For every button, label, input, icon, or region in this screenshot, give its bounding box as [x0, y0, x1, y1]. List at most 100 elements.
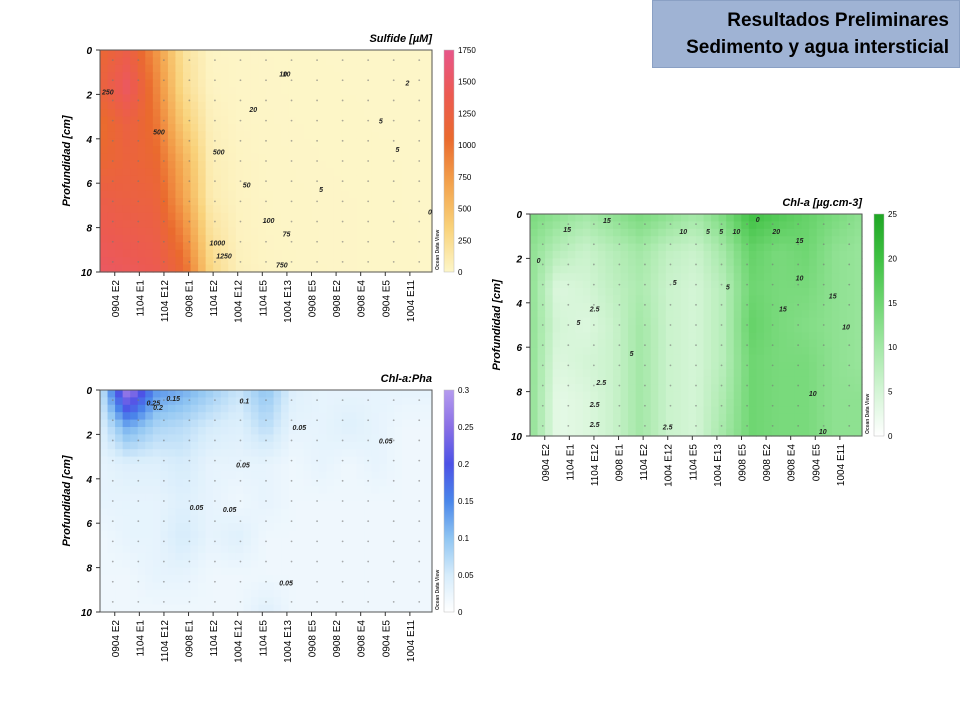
heatmap-cell — [288, 242, 297, 251]
heatmap-cell — [401, 57, 410, 66]
heatmap-cell — [258, 545, 267, 554]
heatmap-cell — [703, 310, 712, 319]
heatmap-cell — [318, 471, 327, 480]
heatmap-cell — [243, 582, 252, 591]
heatmap-cell — [228, 515, 237, 524]
heatmap-cell — [243, 515, 252, 524]
heatmap-cell — [673, 339, 682, 348]
heatmap-cell — [100, 486, 109, 495]
heatmap-cell — [326, 168, 335, 177]
heatmap-cell — [107, 212, 116, 221]
heatmap-cell — [371, 567, 380, 576]
heatmap-cell — [416, 515, 426, 524]
sample-point — [541, 243, 544, 246]
sample-point — [316, 59, 318, 61]
heatmap-cell — [356, 464, 365, 472]
heatmap-cell — [703, 236, 712, 245]
heatmap-cell — [371, 101, 380, 110]
heatmap-cell — [296, 205, 305, 214]
sample-point — [341, 540, 344, 543]
heatmap-cell — [122, 427, 131, 435]
heatmap-cell — [183, 205, 192, 214]
heatmap-cell — [809, 310, 818, 319]
heatmap-cell — [213, 538, 222, 546]
heatmap-cell — [688, 288, 697, 296]
heatmap-cell — [130, 486, 139, 495]
heatmap-cell — [356, 478, 365, 487]
heatmap-cell — [605, 406, 614, 415]
heatmap-cell — [183, 464, 192, 472]
heatmap-cell — [250, 567, 260, 576]
heatmap-cell — [530, 302, 539, 311]
heatmap-cell — [839, 228, 848, 237]
heatmap-cell — [281, 589, 290, 598]
heatmap-cell — [846, 339, 856, 348]
heatmap-cell — [326, 449, 335, 458]
heatmap-cell — [416, 412, 426, 421]
heatmap-cell — [809, 354, 818, 363]
heatmap-cell — [115, 397, 124, 406]
heatmap-cell — [288, 94, 297, 103]
heatmap-cell — [643, 214, 652, 222]
heatmap-cell — [137, 538, 146, 546]
heatmap-cell — [190, 530, 199, 539]
heatmap-cell — [258, 50, 267, 58]
heatmap-cell — [333, 220, 343, 229]
heatmap-cell — [364, 131, 373, 140]
heatmap-cell — [696, 302, 705, 311]
heatmap-cell — [575, 391, 584, 400]
heatmap-cell — [673, 413, 682, 422]
heatmap-cell — [318, 501, 327, 509]
heatmap-cell — [349, 227, 358, 236]
heatmap-cell — [809, 347, 818, 356]
heatmap-cell — [107, 390, 116, 398]
heatmap-cell — [650, 421, 659, 430]
heatmap-cell — [281, 441, 290, 450]
heatmap-cell — [205, 64, 214, 73]
contour-label: 5 — [706, 229, 710, 236]
heatmap-cell — [582, 347, 591, 356]
heatmap-cell — [137, 146, 146, 155]
heatmap-cell — [160, 478, 169, 487]
heatmap-cell — [122, 227, 131, 236]
heatmap-cell — [786, 384, 795, 393]
heatmap-cell — [341, 131, 350, 140]
sample-point — [720, 263, 723, 266]
heatmap-cell — [816, 317, 825, 326]
heatmap-cell — [545, 332, 554, 341]
heatmap-cell — [816, 251, 825, 259]
heatmap-cell — [613, 332, 622, 341]
heatmap-cell — [250, 257, 260, 266]
heatmap-cell — [613, 354, 622, 363]
heatmap-cell — [333, 538, 343, 546]
heatmap-cell — [824, 413, 833, 422]
heatmap-cell — [303, 397, 312, 406]
heatmap-cell — [303, 567, 312, 576]
heatmap-cell — [620, 214, 629, 222]
heatmap-cell — [680, 406, 690, 415]
heatmap-cell — [258, 109, 267, 118]
heatmap-cell — [401, 478, 410, 487]
heatmap-cell — [416, 530, 426, 539]
heatmap-cell — [137, 64, 146, 73]
heatmap-cell — [688, 228, 697, 237]
heatmap-cell — [220, 545, 229, 554]
heatmap-cell — [115, 79, 124, 88]
heatmap-cell — [333, 464, 343, 472]
heatmap-cell — [356, 212, 365, 221]
heatmap-cell — [816, 310, 825, 319]
heatmap-cell — [726, 399, 735, 407]
heatmap-cell — [205, 235, 214, 243]
heatmap-cell — [333, 501, 343, 509]
heatmap-cell — [733, 236, 742, 245]
heatmap-cell — [688, 384, 697, 393]
heatmap-cell — [318, 575, 327, 583]
heatmap-cell — [198, 412, 207, 421]
heatmap-cell — [100, 235, 109, 243]
sample-point — [418, 139, 421, 142]
heatmap-cell — [394, 79, 403, 88]
sulfide-chart: Sulfide [µM]2505005005010001250102010075… — [61, 33, 476, 323]
heatmap-cell — [371, 501, 380, 509]
heatmap-cell — [137, 264, 146, 273]
heatmap-cell — [680, 295, 690, 304]
